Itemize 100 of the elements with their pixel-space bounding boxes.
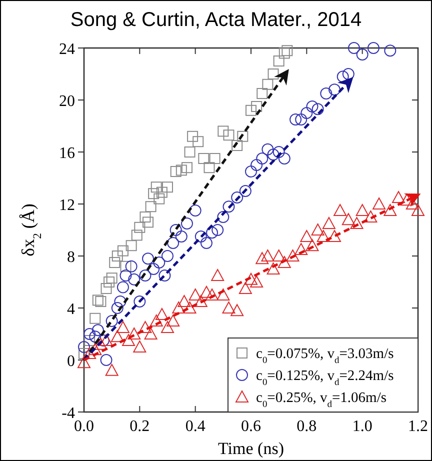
point	[218, 126, 229, 137]
point	[300, 107, 313, 119]
point	[251, 101, 262, 112]
point	[222, 200, 235, 213]
point	[244, 272, 258, 285]
point	[312, 103, 324, 116]
point	[153, 256, 166, 268]
point	[180, 218, 193, 230]
point	[320, 88, 332, 100]
x-tick-label: 0.4	[185, 418, 206, 435]
point	[209, 153, 220, 164]
point	[322, 217, 336, 229]
point	[116, 321, 130, 333]
point	[217, 211, 230, 223]
point	[110, 330, 124, 342]
point	[150, 182, 162, 193]
point	[181, 162, 192, 174]
point	[256, 152, 268, 164]
point	[250, 159, 263, 171]
point	[239, 185, 252, 197]
point	[272, 250, 286, 262]
point	[267, 148, 280, 161]
point	[342, 213, 355, 226]
point	[122, 334, 136, 346]
point	[300, 230, 314, 242]
point	[278, 48, 290, 59]
point	[334, 204, 347, 216]
point	[262, 78, 274, 90]
point	[194, 295, 208, 307]
point	[109, 257, 120, 268]
point	[231, 192, 244, 204]
point	[200, 286, 213, 298]
point	[131, 230, 142, 241]
point	[105, 364, 118, 376]
point	[384, 204, 397, 216]
point	[84, 328, 96, 340]
point	[144, 328, 158, 340]
point	[78, 356, 90, 368]
x-tick-label: 0.8	[296, 418, 317, 435]
point	[134, 222, 146, 233]
point	[367, 42, 380, 54]
point	[232, 140, 243, 151]
point	[316, 230, 330, 242]
point	[167, 237, 180, 249]
point	[106, 315, 118, 327]
legend-label: c$_{0}$=0.25%, v$_{d}$=1.06m/s	[256, 390, 387, 410]
point	[230, 304, 244, 316]
x-tick-label: 1.0	[352, 418, 372, 435]
point	[273, 56, 284, 66]
point	[212, 224, 224, 236]
point	[112, 250, 123, 262]
point	[150, 314, 163, 326]
point	[384, 44, 396, 57]
point	[78, 341, 90, 353]
point	[95, 296, 106, 307]
point	[250, 276, 264, 288]
point	[94, 338, 108, 350]
point	[372, 198, 386, 210]
point	[206, 226, 218, 239]
point	[306, 100, 318, 112]
point	[89, 330, 102, 343]
point	[83, 347, 96, 359]
point	[170, 166, 182, 177]
point	[261, 250, 274, 262]
y-tick-label: 0	[67, 353, 75, 370]
point	[392, 191, 406, 203]
point	[266, 262, 280, 274]
point	[306, 239, 319, 252]
x-tick-label: 0.6	[241, 418, 261, 435]
point	[237, 130, 248, 142]
point	[92, 324, 104, 336]
point	[116, 281, 129, 294]
point	[100, 334, 113, 346]
point	[256, 88, 268, 99]
y-tick-label: 8	[67, 249, 75, 266]
point	[342, 68, 354, 80]
y-tick-label: 20	[59, 93, 75, 110]
point	[140, 212, 151, 222]
point	[166, 314, 180, 326]
point	[356, 204, 369, 216]
point	[172, 302, 186, 314]
point	[155, 308, 168, 320]
point	[145, 201, 156, 212]
point	[139, 270, 152, 282]
point	[176, 164, 187, 176]
point	[133, 340, 146, 352]
point	[154, 193, 165, 204]
point	[290, 114, 302, 126]
legend-label: c$_{0}$=0.075%, v$_{d}$=3.03m/s	[256, 346, 394, 366]
y-tick-label: -4	[62, 405, 75, 422]
point	[100, 283, 112, 294]
point	[120, 270, 132, 282]
x-axis-title: Time (ns)	[218, 439, 284, 458]
point	[175, 230, 188, 242]
point	[162, 182, 173, 193]
point	[311, 224, 324, 236]
point	[412, 204, 424, 216]
point	[238, 282, 252, 294]
point	[350, 217, 364, 229]
point	[111, 302, 124, 314]
